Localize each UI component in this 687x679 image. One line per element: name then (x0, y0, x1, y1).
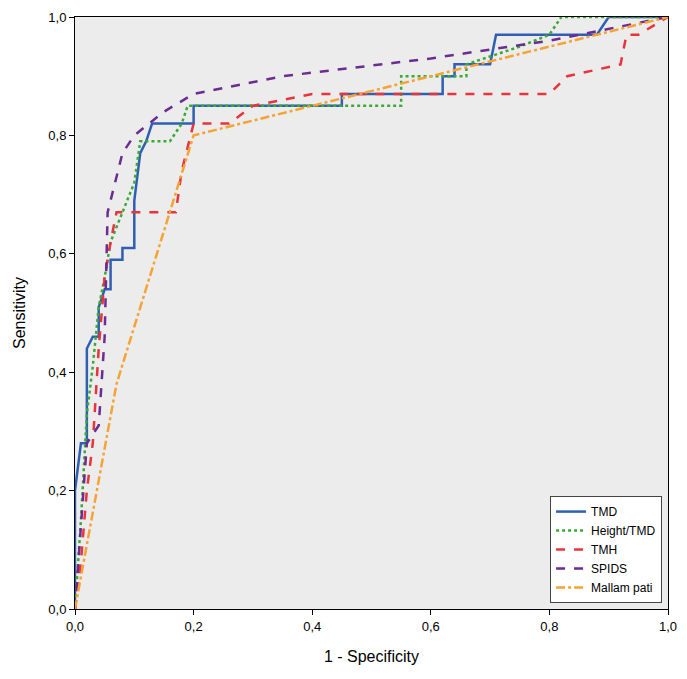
svg-text:0,6: 0,6 (48, 246, 66, 261)
svg-text:TMD: TMD (591, 505, 617, 519)
svg-text:Sensitivity: Sensitivity (11, 277, 28, 349)
svg-text:0,8: 0,8 (48, 128, 66, 143)
svg-text:SPIDS: SPIDS (591, 562, 627, 576)
svg-text:0,6: 0,6 (422, 619, 440, 634)
svg-text:0,0: 0,0 (48, 602, 66, 617)
svg-text:0,4: 0,4 (303, 619, 321, 634)
svg-text:0,8: 0,8 (540, 619, 558, 634)
svg-text:Mallam pati: Mallam pati (591, 581, 652, 595)
svg-text:0,4: 0,4 (48, 365, 66, 380)
svg-text:1 - Specificity: 1 - Specificity (324, 648, 419, 665)
svg-text:1,0: 1,0 (659, 619, 677, 634)
svg-text:0,0: 0,0 (66, 619, 84, 634)
svg-text:Height/TMD: Height/TMD (591, 524, 655, 538)
svg-text:0,2: 0,2 (185, 619, 203, 634)
svg-text:TMH: TMH (591, 543, 617, 557)
svg-text:1,0: 1,0 (48, 10, 66, 25)
svg-text:0,2: 0,2 (48, 483, 66, 498)
